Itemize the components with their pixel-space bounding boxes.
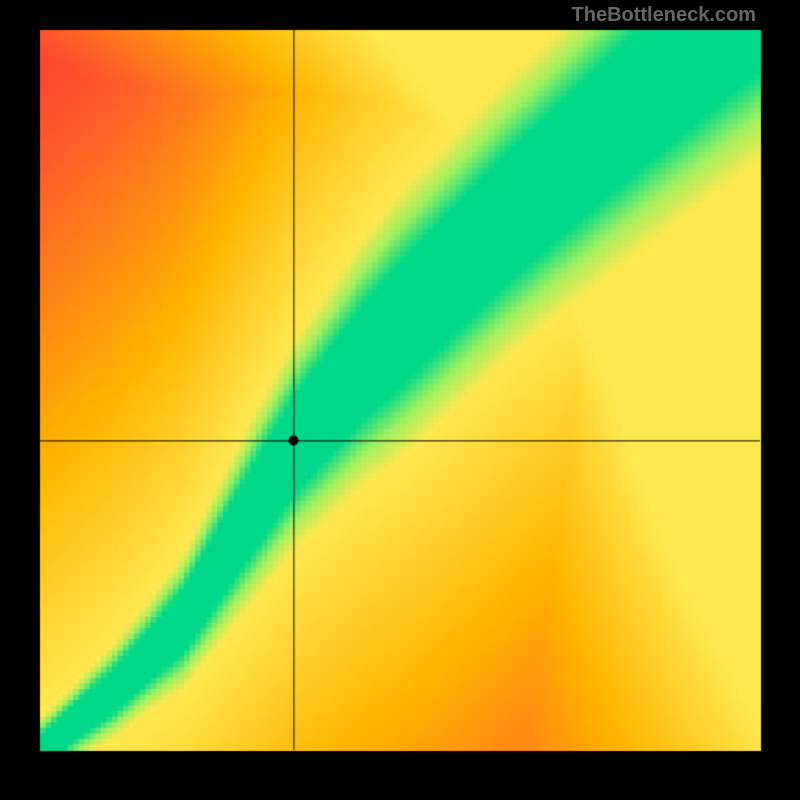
heatmap-canvas: [0, 0, 800, 800]
watermark-text: TheBottleneck.com: [572, 4, 756, 27]
chart-container: TheBottleneck.com: [0, 0, 800, 800]
